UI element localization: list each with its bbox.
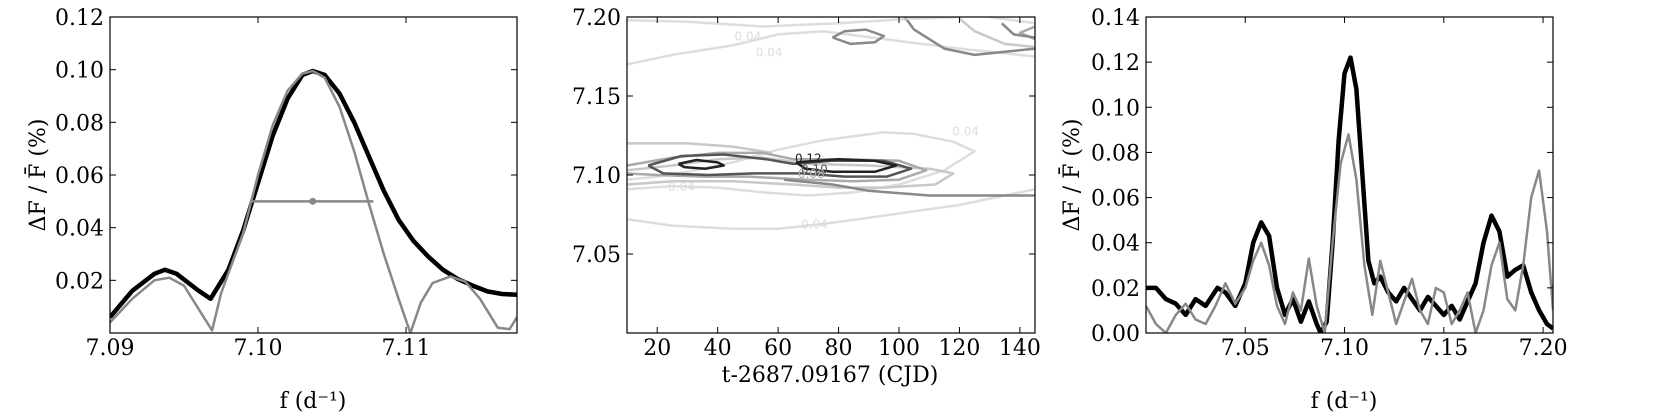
contour-line-0.06	[958, 17, 1035, 49]
x-tick-label: 7.09	[86, 336, 135, 361]
contour-line-0.04	[627, 17, 960, 28]
contour-label: 0.04	[801, 218, 828, 232]
contour-line-0.06	[627, 142, 773, 155]
chart3-ylabel: ΔF / F̄ (%)	[1058, 119, 1085, 232]
y-tick-label: 7.10	[572, 164, 621, 189]
series-line-0	[1146, 55, 1553, 333]
contour-label: 0.04	[735, 30, 762, 44]
contour-label: 0.04	[952, 125, 979, 139]
x-tick-label: 60	[764, 336, 792, 361]
x-tick-label: 7.15	[1419, 336, 1468, 361]
error-bar-point	[309, 197, 317, 205]
contour-line-0.12	[795, 157, 898, 174]
contour-line-0.04	[627, 187, 1035, 230]
y-tick-label: 7.05	[572, 243, 621, 268]
y-tick-label: 7.20	[572, 6, 621, 31]
x-tick-label: 7.11	[382, 336, 431, 361]
x-tick-label: 7.20	[1519, 336, 1568, 361]
chart1-xlabel: f (d⁻¹)	[280, 389, 347, 414]
y-tick-label: 0.04	[1091, 232, 1140, 257]
y-tick-label: 0.04	[55, 217, 104, 242]
contour-line-0.04	[989, 17, 1035, 25]
axes-frame	[109, 16, 518, 334]
amplitude-spectrum-chart: 7.05 7.10 7.15 7.20 0.00 0.02 0.04 0.06 0.08 0.10…	[1091, 6, 1568, 361]
contour-label: 0.04	[904, 9, 931, 23]
chart1-ylabel: ΔF / F̄ (%)	[24, 119, 51, 232]
contour-label: 0.04	[756, 46, 783, 60]
plot-area	[110, 68, 517, 333]
x-tick-label: 120	[938, 336, 980, 361]
y-tick-label: 0.12	[55, 6, 104, 31]
x-tick-label: 7.05	[1221, 336, 1270, 361]
chart2-xlabel: t-2687.09167 (CJD)	[722, 363, 939, 388]
contour-label: 0.04	[668, 180, 695, 194]
x-tick-label: 100	[878, 336, 920, 361]
y-tick-label: 0.08	[55, 111, 104, 136]
x-tick-label: 7.10	[234, 336, 283, 361]
series-line-1	[1146, 133, 1553, 333]
frequency-time-contour-chart: 0.120.100.08 0.04 0.04 0.04 0.04 0.04 0.04 20 40…	[572, 6, 1041, 361]
contour-line-0.04	[627, 29, 1035, 66]
x-tick-label: 7.10	[1320, 336, 1369, 361]
contour-line-0.04	[627, 131, 976, 197]
contour-line-0.11	[831, 28, 886, 46]
x-tick-label: 140	[999, 336, 1041, 361]
plot-area: 0.120.100.08 0.04 0.04 0.04 0.04 0.04 0.04	[627, 9, 1035, 232]
y-tick-label: 0.12	[1091, 51, 1140, 76]
contour-label: 0.10	[801, 162, 828, 176]
y-tick-label: 0.10	[1091, 96, 1140, 121]
contour-line-0.06	[627, 156, 955, 189]
y-tick-label: 0.02	[55, 269, 104, 294]
x-tick-label: 80	[825, 336, 853, 361]
y-tick-label: 0.08	[1091, 141, 1140, 166]
series-line-1	[110, 69, 517, 333]
contour-line-0.1	[647, 153, 913, 178]
series-line-0	[110, 68, 517, 319]
x-tick-label: 20	[643, 336, 671, 361]
contour-label: 0.08	[798, 167, 825, 181]
contour-line-0.08	[627, 151, 928, 183]
contour-line-0.12	[677, 158, 725, 170]
chart3-xlabel: f (d⁻¹)	[1311, 389, 1378, 414]
contour-line-0.11	[784, 178, 1035, 197]
y-tick-label: 0.00	[1091, 322, 1140, 347]
axes-frame	[1145, 16, 1554, 334]
contour-line-0.11	[903, 17, 1035, 57]
y-tick-label: 0.02	[1091, 277, 1140, 302]
frequency-peak-chart: 7.09 7.10 7.11 0.02 0.04 0.06 0.08 0.10 0.12	[55, 6, 518, 361]
contour-line-0.11	[1000, 22, 1035, 39]
y-tick-label: 0.06	[55, 164, 104, 189]
plot-area	[1146, 55, 1553, 333]
x-tick-label: 40	[704, 336, 732, 361]
y-tick-label: 7.15	[572, 85, 621, 110]
contour-label: 0.12	[795, 151, 822, 165]
y-tick-label: 0.14	[1091, 6, 1140, 31]
y-tick-label: 0.10	[55, 59, 104, 84]
y-tick-label: 0.06	[1091, 187, 1140, 212]
